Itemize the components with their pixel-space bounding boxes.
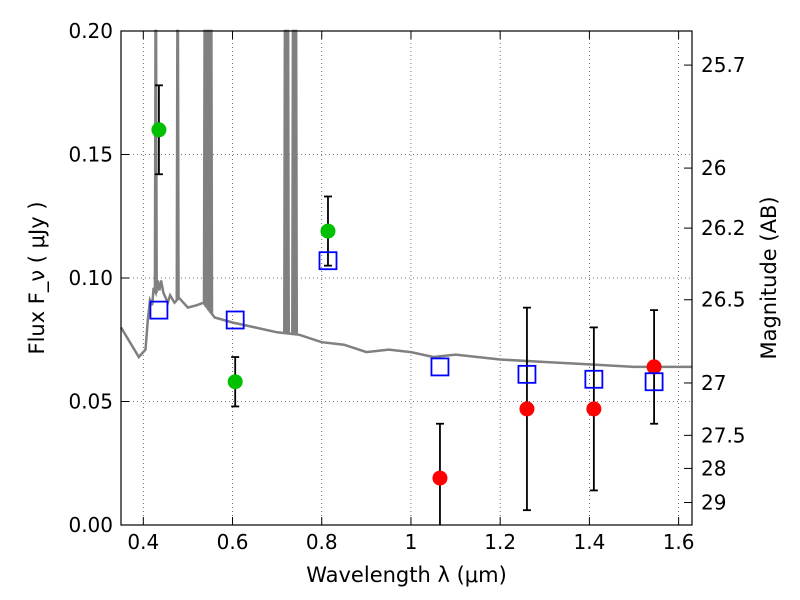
emission-line [208,29,214,313]
y2-tick-label: 26.5 [701,288,746,312]
y2-tick-label: 29 [701,491,726,515]
data-point-square [584,369,604,389]
y2-axis-label: Magnitude (AB) [757,196,781,359]
y-tick-label: 0.10 [68,266,113,290]
y2-tick-label: 25.7 [701,53,746,77]
emission-line [285,29,290,334]
y2-tick-label: 27.5 [701,423,746,447]
y-tick-label: 0.00 [68,513,113,537]
y-tick-label: 0.15 [68,143,113,167]
y2-tick-label: 28 [701,456,726,480]
emission-line [153,29,158,293]
y-tick-label: 0.20 [68,19,113,43]
emission-line [175,29,180,300]
data-point [586,401,602,417]
emission-line [293,29,299,335]
x-tick-label: 0.4 [127,530,159,554]
data-point [519,401,535,417]
data-point [646,359,662,375]
x-tick-label: 0.8 [306,530,338,554]
y2-tick-label: 26.2 [701,216,746,240]
data-points [149,84,664,525]
data-point-square [430,357,450,377]
data-point-square [225,310,245,330]
emission-line [204,29,209,307]
data-point-square [517,364,537,384]
data-point [432,470,448,486]
axis-ticks: 0.4 0.6 0.8 1 1.2 1.4 1.6 0.00 0.05 0.10 0.15 0.20 2… [68,19,745,554]
data-point-square [644,372,664,392]
x-tick-label: 1 [405,530,418,554]
model-spectrum [119,29,692,369]
x-tick-label: 1.6 [663,530,695,554]
data-point [227,374,243,390]
x-tick-label: 1.2 [484,530,516,554]
x-tick-label: 1.4 [573,530,605,554]
y-axis-label: Flux F_ν ( μJy ) [25,201,50,354]
data-point-square [149,300,169,320]
x-axis-label: Wavelength λ (μm) [306,563,507,587]
y-tick-label: 0.05 [68,390,113,414]
y2-tick-label: 27 [701,371,726,395]
y2-tick-label: 26 [701,156,726,180]
data-point [320,223,336,239]
data-point [151,122,167,138]
data-point-square [318,251,338,271]
x-tick-label: 0.6 [217,530,249,554]
